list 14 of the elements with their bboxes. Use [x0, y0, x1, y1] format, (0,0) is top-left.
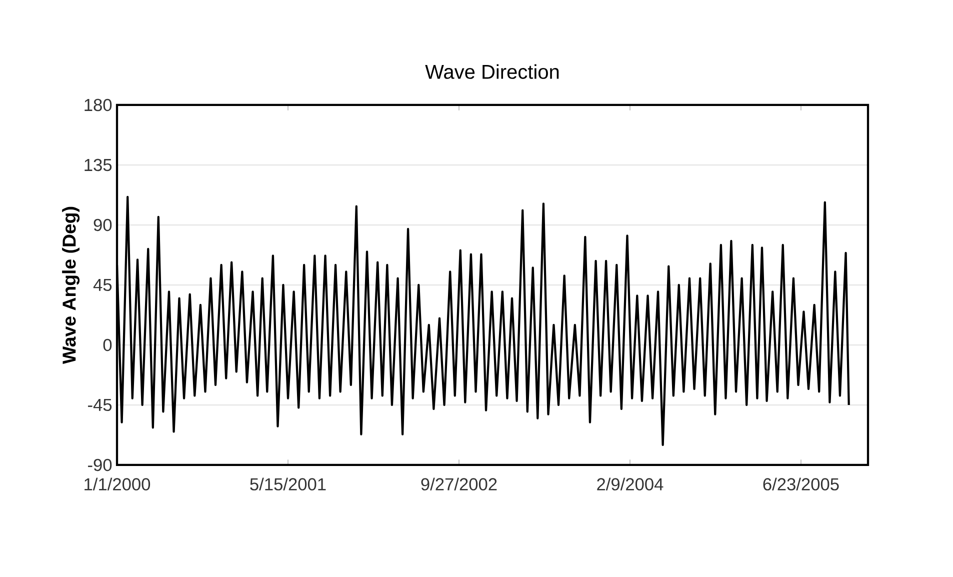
- x-tick-label: 6/23/2005: [763, 478, 839, 490]
- y-tick-label: 0: [103, 338, 112, 352]
- x-tick-label: 9/27/2002: [421, 478, 497, 490]
- y-tick-label: -90: [88, 458, 112, 472]
- chart-title: Wave Direction: [425, 64, 559, 79]
- x-tick-label: 5/15/2001: [250, 478, 326, 490]
- x-tick-label: 1/1/2000: [84, 478, 150, 490]
- y-tick-label: 135: [84, 158, 112, 172]
- y-axis-title: Wave Angle (Deg): [62, 206, 80, 364]
- y-tick-label: -45: [88, 398, 112, 412]
- x-tick-label: 2/9/2004: [597, 478, 664, 490]
- y-tick-label: 45: [93, 278, 112, 292]
- y-tick-label: 180: [84, 98, 112, 112]
- y-tick-label: 90: [94, 218, 112, 232]
